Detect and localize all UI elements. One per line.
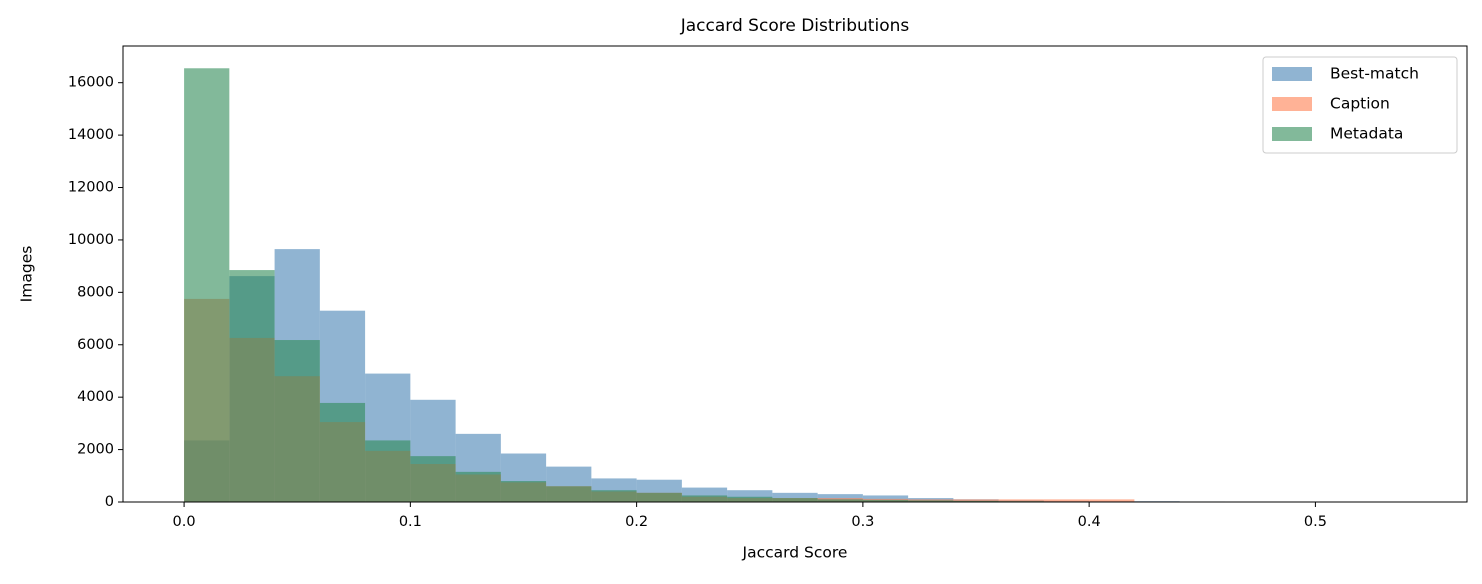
histogram-bar <box>275 340 320 502</box>
legend-label: Metadata <box>1330 125 1403 143</box>
y-tick-label: 16000 <box>68 75 114 91</box>
histogram-bar <box>501 481 546 502</box>
histogram-bar <box>591 490 636 502</box>
histogram-bar <box>727 497 772 502</box>
y-axis-label: Images <box>18 246 36 303</box>
x-tick-label: 0.1 <box>399 514 422 530</box>
x-tick-label: 0.2 <box>625 514 648 530</box>
y-tick-label: 8000 <box>77 284 114 300</box>
y-tick-label: 4000 <box>77 389 114 405</box>
legend-label: Caption <box>1330 95 1390 113</box>
chart-title: Jaccard Score Distributions <box>680 16 910 36</box>
y-tick-label: 2000 <box>77 442 114 458</box>
histogram-bar <box>410 456 455 502</box>
y-tick-label: 12000 <box>68 180 114 196</box>
histogram-bar <box>546 486 591 502</box>
histogram-bar <box>320 403 365 502</box>
histogram-bar <box>229 270 274 502</box>
histogram-bar <box>184 68 229 502</box>
legend-swatch <box>1272 97 1312 111</box>
histogram-bar <box>682 495 727 502</box>
x-tick-label: 0.0 <box>173 514 196 530</box>
legend-swatch <box>1272 127 1312 141</box>
histogram-bar <box>637 493 682 502</box>
x-tick-label: 0.5 <box>1304 514 1327 530</box>
histogram-bar <box>456 472 501 502</box>
histogram-bar <box>772 498 817 502</box>
histogram-bar <box>365 440 410 502</box>
x-tick-label: 0.3 <box>851 514 874 530</box>
legend-label: Best-match <box>1330 65 1419 83</box>
y-tick-label: 10000 <box>68 232 114 248</box>
legend-swatch <box>1272 67 1312 81</box>
x-tick-label: 0.4 <box>1078 514 1101 530</box>
y-tick-label: 6000 <box>77 337 114 353</box>
y-tick-label: 0 <box>105 494 114 510</box>
x-axis-label: Jaccard Score <box>742 544 848 562</box>
y-tick-label: 14000 <box>68 127 114 143</box>
